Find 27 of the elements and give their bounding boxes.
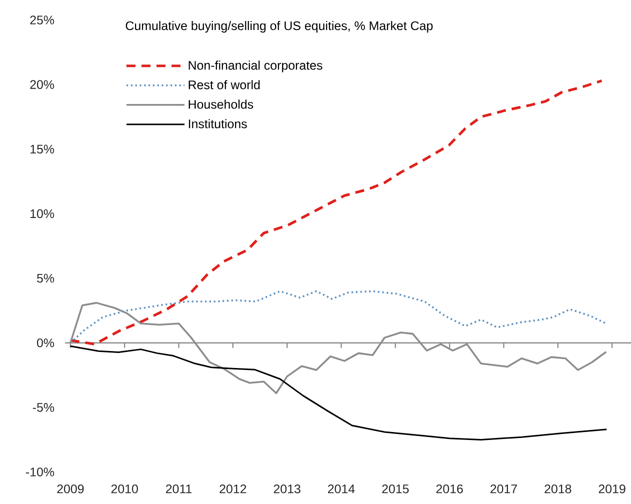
y-tick-label: 25%	[30, 16, 54, 24]
line-series	[70, 290, 607, 344]
x-tick-label: 2019	[598, 484, 626, 494]
x-tick-label: 2018	[544, 484, 572, 494]
y-tick-label: 5%	[37, 274, 54, 283]
y-tick-label: 20%	[30, 80, 54, 89]
line-series	[70, 345, 608, 440]
y-tick-label: -10%	[26, 468, 54, 476]
chart-title: Cumulative buying/selling of US equities, % Market Cap	[126, 20, 433, 33]
x-tick-label: 2017	[490, 484, 517, 494]
y-tick-label: 15%	[30, 144, 54, 154]
legend-label: Institutions	[188, 119, 247, 128]
x-tick-label: 2016	[436, 484, 463, 494]
x-tick-label: 2013	[274, 484, 300, 494]
x-tick-label: 2014	[328, 484, 355, 494]
legend-label: Households	[188, 100, 254, 109]
x-tick-label: 2009	[57, 484, 84, 494]
y-tick-label: 0%	[36, 338, 54, 348]
x-tick-label: 2011	[166, 484, 192, 494]
x-tick-label: 2010	[111, 484, 138, 494]
line-series	[69, 79, 604, 346]
legend-label: Rest of world	[188, 80, 260, 90]
y-tick-label: -5%	[32, 403, 54, 412]
x-tick-label: 2012	[220, 484, 246, 494]
y-tick-label: 10%	[30, 209, 54, 218]
legend-label: Non-financial corporates	[188, 60, 322, 72]
x-tick-label: 2015	[382, 484, 409, 494]
